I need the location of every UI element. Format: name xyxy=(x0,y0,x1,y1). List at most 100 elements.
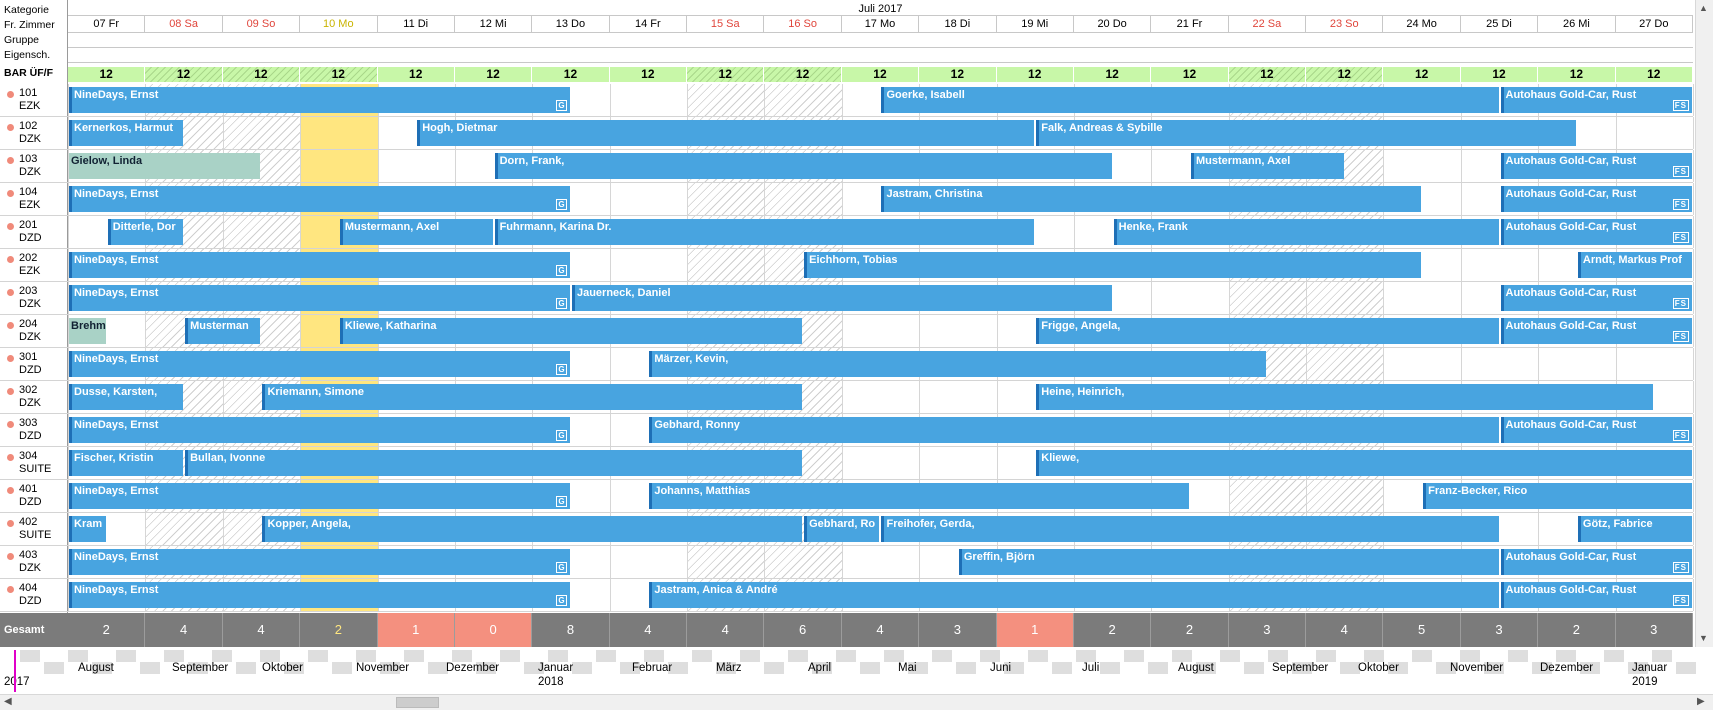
day-header[interactable]: 09 So xyxy=(223,16,301,32)
weekend-cell[interactable] xyxy=(1306,348,1384,380)
day-header[interactable]: 20 Do xyxy=(1074,16,1152,32)
weekend-cell[interactable] xyxy=(222,117,301,149)
rate-cell[interactable]: 12 xyxy=(1228,67,1307,82)
day-header[interactable]: 24 Mo xyxy=(1383,16,1461,32)
booking-bar[interactable]: Jauerneck, Daniel xyxy=(571,285,1112,311)
booking-bar[interactable]: Heine, Heinrich, xyxy=(1036,384,1654,410)
timeline-month-label[interactable]: Oktober xyxy=(262,662,303,674)
timeline-month-label[interactable]: Oktober xyxy=(1358,662,1399,674)
booking-bar[interactable]: Autohaus Gold-Car, Rust FS xyxy=(1500,153,1692,179)
day-header[interactable]: 19 Mi xyxy=(997,16,1074,32)
booking-guest-name[interactable]: Eichhorn, Tobias xyxy=(809,254,898,266)
booking-bar[interactable]: Franz-Becker, Rico xyxy=(1423,483,1692,509)
booking-guest-name[interactable]: Autohaus Gold-Car, Rust xyxy=(1505,89,1637,101)
booking-guest-name[interactable]: Ditterle, Dor xyxy=(112,221,176,233)
rate-cell[interactable]: 12 xyxy=(1073,67,1152,82)
rate-cell[interactable]: 12 xyxy=(1615,67,1693,82)
rate-cell[interactable]: 12 xyxy=(145,67,223,82)
booking-bar[interactable]: NineDays, Ernst G xyxy=(69,549,570,575)
booking-bar[interactable]: Eichhorn, Tobias xyxy=(804,252,1422,278)
weekend-cell[interactable] xyxy=(764,183,842,215)
scroll-left-icon[interactable]: ◀ xyxy=(4,696,12,707)
booking-bar[interactable]: Falk, Andreas & Sybille xyxy=(1036,120,1576,146)
timeline-month-label[interactable]: Januar xyxy=(538,662,574,674)
booking-bar[interactable]: Goerke, Isabell xyxy=(881,87,1499,113)
booking-guest-name[interactable]: Kernerkos, Harmut xyxy=(74,122,174,134)
booking-guest-name[interactable]: Musterman xyxy=(190,320,249,332)
vertical-scrollbar[interactable]: ▲ ▼ xyxy=(1695,0,1713,647)
today-column-cell[interactable] xyxy=(300,150,378,182)
booking-guest-name[interactable]: NineDays, Ernst xyxy=(74,584,159,596)
booking-guest-name[interactable]: Franz-Becker, Rico xyxy=(1428,485,1528,497)
booking-bar[interactable]: Kriemann, Simone xyxy=(262,384,803,410)
day-header[interactable]: 12 Mi xyxy=(455,16,533,32)
day-header[interactable]: 08 Sa xyxy=(145,16,223,32)
booking-bar[interactable]: Kram xyxy=(69,516,106,542)
booking-guest-name[interactable]: Johanns, Matthias xyxy=(654,485,751,497)
booking-bar[interactable]: Kliewe, xyxy=(1036,450,1692,476)
rate-cell[interactable]: 12 xyxy=(996,67,1074,82)
booking-bar[interactable]: Fischer, Kristin xyxy=(69,450,184,476)
booking-bar[interactable]: Frigge, Angela, xyxy=(1036,318,1499,344)
booking-guest-name[interactable]: Brehm xyxy=(71,320,106,332)
rate-cell[interactable]: 12 xyxy=(68,67,146,82)
weekend-cell[interactable] xyxy=(1306,480,1384,512)
booking-bar[interactable]: Gebhard, Ronny xyxy=(649,417,1499,443)
booking-guest-name[interactable]: Jastram, Christina xyxy=(886,188,983,200)
booking-bar[interactable]: Dusse, Karsten, xyxy=(69,384,184,410)
booking-guest-name[interactable]: Gebhard, Ronny xyxy=(654,419,740,431)
booking-guest-name[interactable]: Bullan, Ivonne xyxy=(190,452,266,464)
booking-guest-name[interactable]: NineDays, Ernst xyxy=(74,353,159,365)
timeline-month-label[interactable]: Juni xyxy=(990,662,1012,674)
weekend-cell[interactable] xyxy=(687,183,765,215)
booking-bar[interactable]: Autohaus Gold-Car, Rust FS xyxy=(1500,219,1692,245)
day-header[interactable]: 15 Sa xyxy=(687,16,765,32)
timeline-month-label[interactable]: Mai xyxy=(898,662,917,674)
weekend-cell[interactable] xyxy=(687,84,765,116)
booking-guest-name[interactable]: Dorn, Frank, xyxy=(499,155,565,167)
day-header[interactable]: 21 Fr xyxy=(1151,16,1229,32)
booking-bar[interactable]: Mustermann, Axel xyxy=(339,219,493,245)
booking-guest-name[interactable]: Märzer, Kevin, xyxy=(654,353,729,365)
booking-guest-name[interactable]: Autohaus Gold-Car, Rust xyxy=(1505,188,1637,200)
booking-guest-name[interactable]: Jauerneck, Daniel xyxy=(576,287,671,299)
booking-guest-name[interactable]: Mustermann, Axel xyxy=(344,221,440,233)
timeline-month-label[interactable]: April xyxy=(808,662,832,674)
booking-bar[interactable]: Kopper, Angela, xyxy=(262,516,803,542)
booking-bar[interactable]: NineDays, Ernst G xyxy=(69,285,570,311)
booking-bar[interactable]: NineDays, Ernst G xyxy=(69,351,570,377)
booking-bar[interactable]: NineDays, Ernst G xyxy=(69,582,570,608)
booking-guest-name[interactable]: Kopper, Angela, xyxy=(267,518,351,530)
rate-cell[interactable]: 12 xyxy=(532,67,610,82)
booking-bar[interactable]: Mustermann, Axel xyxy=(1191,153,1344,179)
booking-bar[interactable]: NineDays, Ernst G xyxy=(69,87,570,113)
day-header[interactable]: 10 Mo xyxy=(300,16,378,32)
weekend-cell[interactable] xyxy=(1306,282,1384,314)
scroll-thumb[interactable] xyxy=(396,697,439,708)
booking-bar[interactable]: Märzer, Kevin, xyxy=(649,351,1267,377)
booking-guest-name[interactable]: Gielow, Linda xyxy=(71,155,143,167)
booking-bar[interactable]: Hogh, Dietmar xyxy=(417,120,1035,146)
booking-bar[interactable]: Jastram, Anica & André xyxy=(649,582,1499,608)
booking-bar[interactable]: Arndt, Markus Prof xyxy=(1577,252,1692,278)
timeline-month-label[interactable]: November xyxy=(1450,662,1504,674)
booking-bar[interactable]: Autohaus Gold-Car, Rust FS xyxy=(1500,318,1692,344)
booking-guest-name[interactable]: Goerke, Isabell xyxy=(886,89,965,101)
booking-bar[interactable]: Autohaus Gold-Car, Rust FS xyxy=(1500,417,1692,443)
booking-bar[interactable]: Autohaus Gold-Car, Rust FS xyxy=(1500,87,1692,113)
day-header[interactable]: 25 Di xyxy=(1461,16,1539,32)
rate-cell[interactable]: 12 xyxy=(609,67,688,82)
day-header[interactable]: 16 So xyxy=(764,16,842,32)
booking-bar[interactable]: Autohaus Gold-Car, Rust FS xyxy=(1500,582,1692,608)
booking-bar[interactable]: Gielow, Linda xyxy=(69,153,261,179)
booking-guest-name[interactable]: Hogh, Dietmar xyxy=(422,122,498,134)
booking-bar[interactable]: NineDays, Ernst G xyxy=(69,417,570,443)
scroll-right-icon[interactable]: ▶ xyxy=(1697,696,1705,707)
booking-guest-name[interactable]: Autohaus Gold-Car, Rust xyxy=(1505,287,1637,299)
booking-guest-name[interactable]: Arndt, Markus Prof xyxy=(1582,254,1682,266)
rate-cell[interactable]: 12 xyxy=(222,67,301,82)
day-header[interactable]: 22 Sa xyxy=(1229,16,1307,32)
booking-guest-name[interactable]: NineDays, Ernst xyxy=(74,551,159,563)
timeline-month-label[interactable]: August xyxy=(1178,662,1214,674)
horizontal-scrollbar[interactable]: ◀ ▶ xyxy=(0,694,1713,710)
